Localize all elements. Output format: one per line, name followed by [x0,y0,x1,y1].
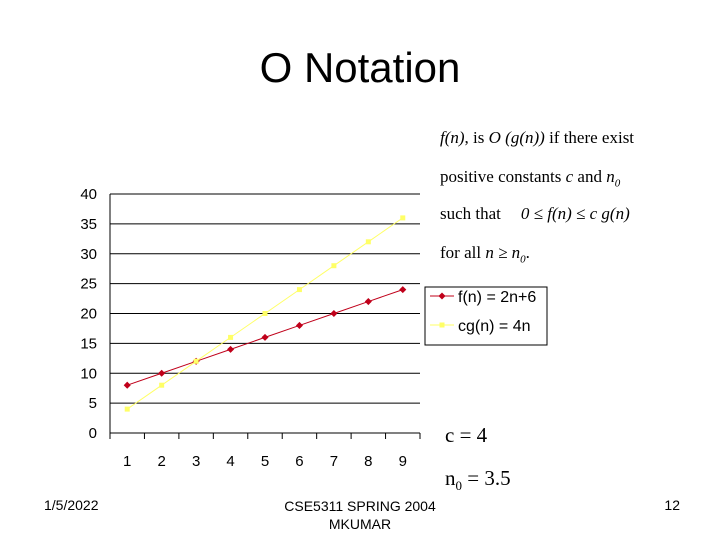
footer-course: CSE5311 SPRING 2004 MKUMAR [280,497,440,533]
definition-line-2: positive constants c and n0 [440,167,620,189]
cg-series-point [365,239,371,245]
def-n0-sub-2: 0 [520,253,526,266]
definition-line-1: f(n), is O (g(n)) if there exist [440,128,634,148]
f-series-point [295,321,303,329]
y-tick-label: 30 [80,246,97,263]
f-series-point [123,381,131,389]
cg-series-point [228,334,234,340]
x-tick-label: 5 [261,453,269,470]
y-tick-label: 25 [80,276,97,293]
y-tick-label: 5 [89,395,97,412]
x-tick-label: 9 [399,453,407,470]
cg-series-point [400,215,406,221]
y-tick-label: 35 [80,216,97,233]
legend-label: f(n) = 2n+6 [458,289,536,306]
def-period: . [525,243,530,262]
def-end: if there exist [544,128,635,147]
x-tick-label: 7 [330,453,338,470]
n0-sub: 0 [455,478,463,494]
legend-box [424,286,548,346]
f-series-point [399,286,407,294]
def-inequality: 0 ≤ f(n) ≤ c g(n) [520,204,630,223]
x-tick-label: 1 [123,453,131,470]
cg-series-point [124,406,130,412]
def-n0-sub: 0 [614,177,621,190]
cg-series-point [296,287,302,293]
f-series-point [158,369,166,377]
def-and: and [573,167,607,186]
definition-line-3: such that 0 ≤ f(n) ≤ c g(n) [440,204,630,224]
slide-title: O Notation [259,44,461,91]
f-series-point [364,298,372,306]
def-fn: f(n) [440,128,465,147]
legend-swatch-marker [439,322,445,328]
footer-page-number: 12 [664,497,680,513]
cg-series-point [262,311,268,316]
c-value: c = 4 [445,423,488,447]
y-tick-label: 0 [89,425,97,442]
def-positive: positive constants [440,167,566,186]
y-tick-label: 10 [80,365,97,382]
footer-course-line1: CSE5311 SPRING 2004 [284,498,436,514]
def-n: n [606,167,615,186]
footer-date: 1/5/2022 [44,497,99,513]
legend-label: cg(n) = 4n [458,318,530,335]
f-series-point [330,309,338,318]
def-for-all: for all [440,243,486,262]
y-tick-label: 20 [80,306,97,323]
cg-series-point [159,382,165,388]
y-tick-label: 40 [80,186,97,203]
cg-series-point [193,358,199,364]
legend-swatch-marker [438,292,446,300]
definition-line-4: for all n ≥ n0. [440,243,530,265]
def-such-that: such that [440,204,501,223]
n0-number: = 3.5 [462,466,511,490]
footer-course-line2: MKUMAR [328,516,392,532]
x-tick-label: 3 [192,453,200,470]
cg-series-point [331,263,337,269]
def-mid: , is [464,128,489,147]
y-tick-label: 15 [80,335,97,352]
def-c: c [565,167,574,186]
n0-n: n [445,466,456,490]
def-n-ge: n ≥ n [485,243,521,262]
f-series-point [261,333,269,341]
x-tick-label: 6 [295,453,303,470]
x-tick-label: 4 [226,453,234,470]
x-tick-label: 8 [364,453,372,470]
x-tick-label: 2 [157,453,165,470]
f-series-point [227,345,235,353]
def-O: O (g(n)) [488,128,545,147]
n0-value: n0 = 3.5 [445,466,511,494]
